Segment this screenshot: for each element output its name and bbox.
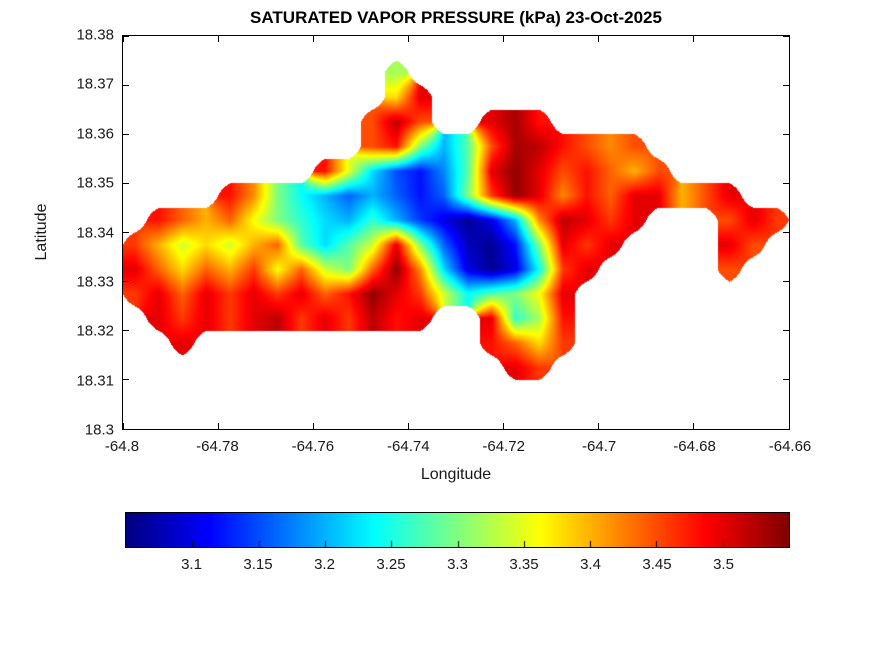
chart-title: SATURATED VAPOR PRESSURE (kPa) 23-Oct-20… [250,8,662,27]
x-tick-label: -64.74 [387,438,430,455]
x-tick-label: -64.72 [482,438,525,455]
axis-tick [503,36,505,42]
colorbar-tick-label: 3.15 [243,556,273,573]
axis-tick [407,36,409,42]
axis-tick [407,423,409,429]
colorbar-tick-label: 3.25 [376,556,406,573]
axis-tick [123,84,129,86]
x-tick-label: -64.7 [582,438,617,455]
y-tick-label: 18.33 [76,273,114,291]
colorbar [125,512,790,548]
axis-tick [123,379,129,381]
colorbar-tick-label: 3.3 [447,556,468,573]
axis-tick [123,330,129,332]
axis-tick [123,182,129,184]
axis-tick [783,133,789,135]
y-axis-label: Latitude [33,203,50,261]
axis-tick [123,281,129,283]
axis-tick [783,182,789,184]
axis-tick [123,232,129,233]
colorbar-tick-label: 3.5 [713,556,734,573]
x-tick-label: -64.68 [673,438,716,455]
axis-tick [783,379,789,381]
y-tick-label: 18.36 [76,125,114,143]
y-tick-label: 18.31 [76,372,114,390]
x-tick-label: -64.8 [104,438,140,455]
axis-tick [693,36,695,42]
y-tick-label: 18.3 [84,421,114,439]
x-axis-label: Longitude [420,466,492,483]
x-tick-label: -64.78 [196,438,239,455]
axis-tick [598,423,600,429]
axis-tick [783,35,789,37]
colorbar-tick-label: 3.2 [314,556,335,573]
axis-tick [788,36,790,42]
axis-tick [217,423,219,429]
axis-tick [788,423,790,429]
axis-tick [783,84,789,86]
axis-tick [122,36,124,42]
axis-tick [312,36,314,42]
y-tick-label: 18.32 [76,322,114,340]
y-tick-label: 18.38 [76,26,114,44]
colorbar-tick-label: 3.35 [509,556,539,573]
axis-tick [123,428,129,430]
axis-tick [503,423,505,429]
heatmap-canvas [123,36,789,429]
axis-tick [783,330,789,332]
x-tick-label: -64.66 [768,438,812,455]
colorbar-tick-label: 3.1 [181,556,202,573]
axis-tick [783,281,789,283]
axis-tick [122,423,124,429]
axis-tick [598,36,600,42]
axis-tick [783,232,789,233]
y-tick-label: 18.35 [76,174,114,192]
y-tick-label: 18.37 [76,75,114,93]
axis-tick [123,35,129,37]
axis-tick [312,423,314,429]
colorbar-canvas [126,513,789,547]
y-tick-label: 18.34 [76,224,114,241]
axis-tick [783,428,789,430]
colorbar-tick-label: 3.45 [642,556,672,573]
colorbar-tick-label: 3.4 [580,556,601,573]
x-tick-label: -64.76 [291,438,335,455]
plot-area [122,35,790,430]
axis-tick [693,423,695,429]
axis-tick [217,36,219,42]
axis-tick [123,133,129,135]
